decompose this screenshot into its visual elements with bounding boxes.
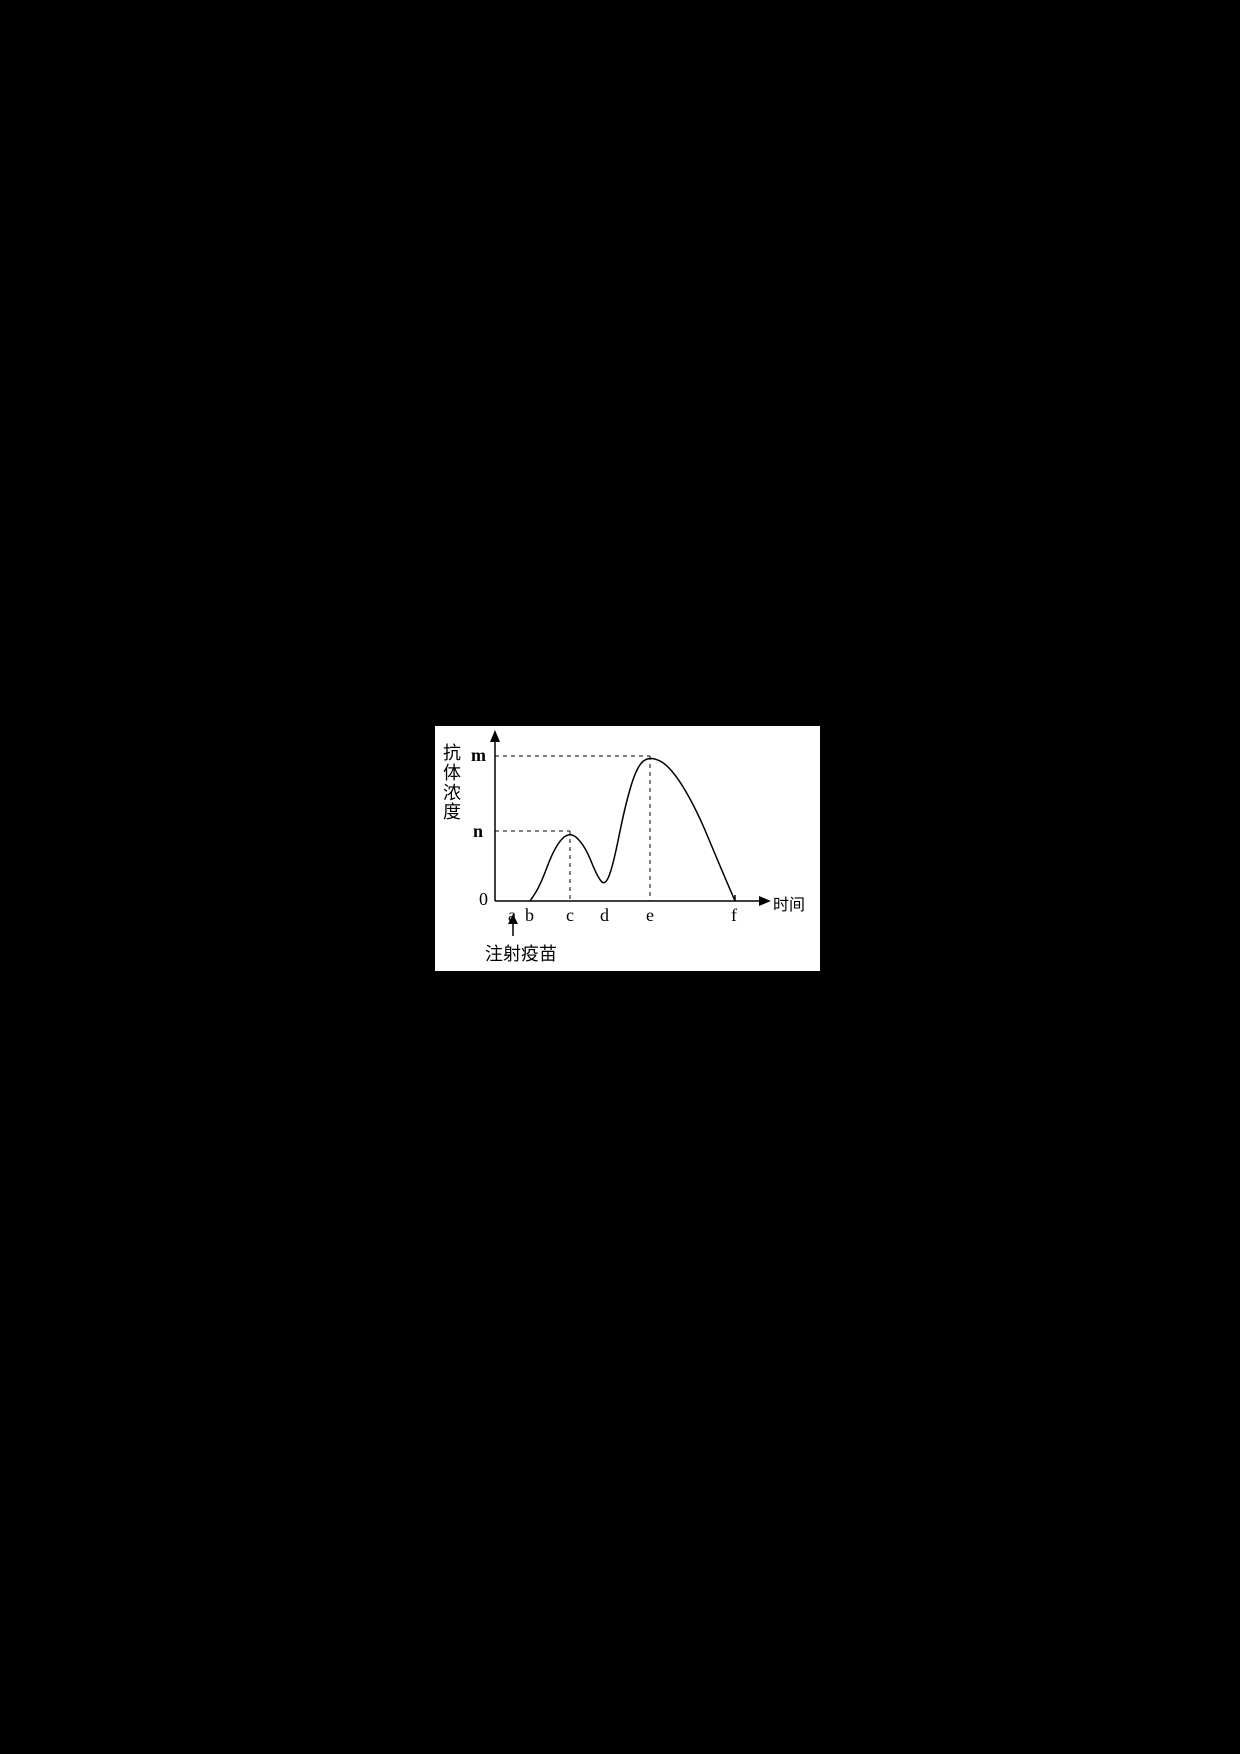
chart-svg (435, 726, 820, 971)
y-axis-label: 抗 体 浓 度 (443, 744, 463, 823)
x-tick-a: a (508, 906, 516, 924)
y-axis-label-char4: 度 (443, 803, 463, 823)
y-axis-label-char2: 体 (443, 764, 463, 784)
x-tick-b: b (525, 906, 534, 924)
x-tick-e: e (646, 906, 654, 924)
y-tick-n: n (473, 822, 483, 840)
x-axis-arrowhead (759, 896, 771, 906)
origin-label: 0 (479, 890, 488, 908)
chart-plot-area: 抗 体 浓 度 m n 0 a b c d e f 时间 注射疫苗 (435, 726, 820, 971)
reference-lines (495, 756, 650, 901)
antibody-chart: 抗 体 浓 度 m n 0 a b c d e f 时间 注射疫苗 (435, 726, 820, 971)
x-tick-d: d (600, 906, 609, 924)
y-axis-label-char3: 浓 (443, 784, 463, 804)
y-tick-m: m (471, 746, 486, 764)
x-tick-f: f (731, 906, 737, 924)
y-axis-arrowhead (490, 730, 500, 742)
injection-annotation: 注射疫苗 (485, 940, 557, 966)
x-tick-c: c (566, 906, 574, 924)
antibody-curve (530, 759, 735, 902)
y-axis-label-char1: 抗 (443, 744, 463, 764)
x-axis-label: 时间 (773, 898, 805, 914)
